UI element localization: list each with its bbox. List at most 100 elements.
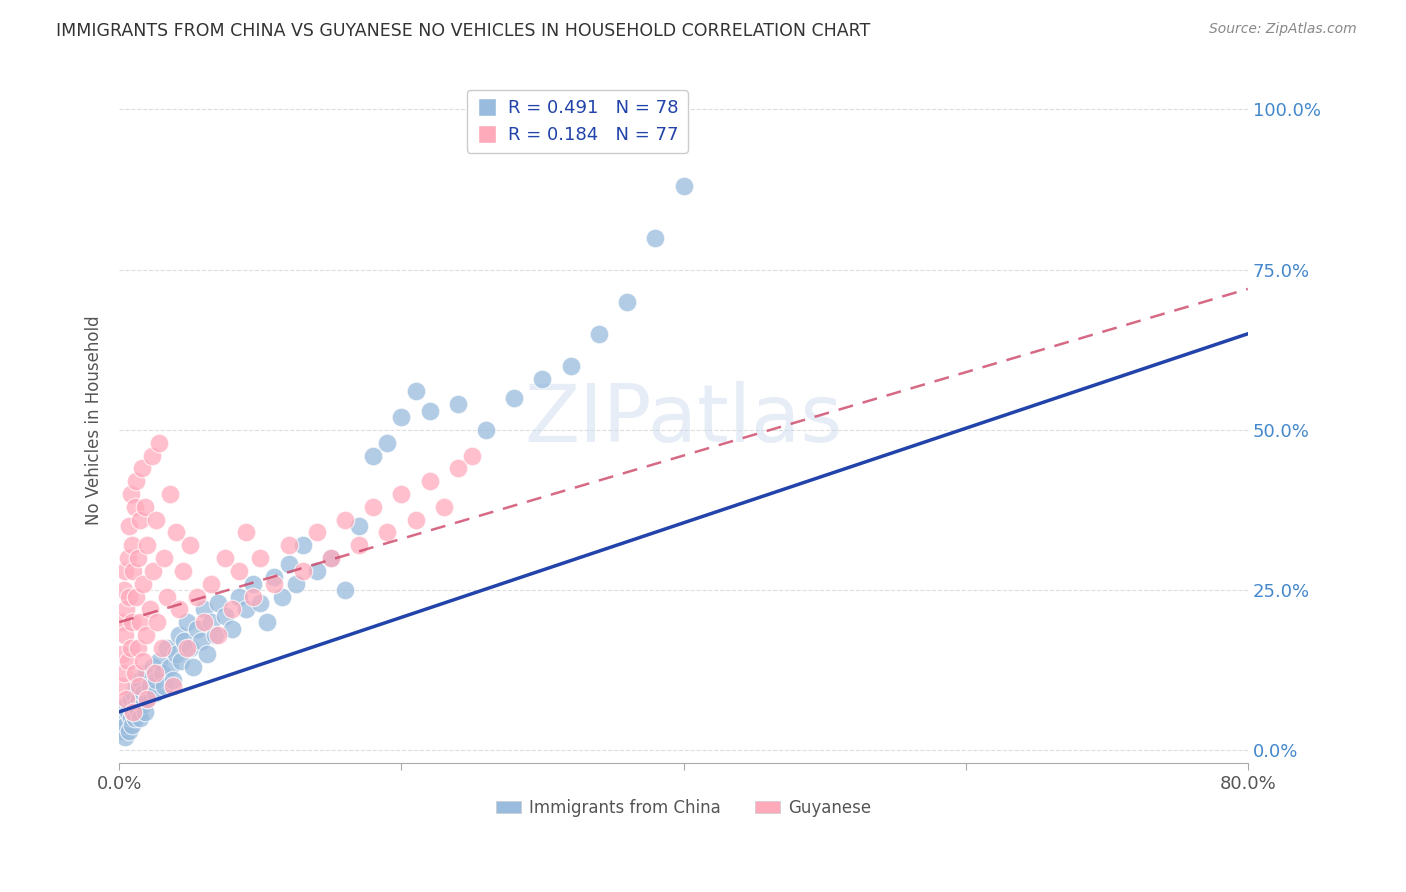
Point [120,487,142,501]
Point [256,615,278,629]
Text: Source: ZipAtlas.com: Source: ZipAtlas.com [1209,22,1357,37]
Legend: Immigrants from China, Guyanese: Immigrants from China, Guyanese [489,792,877,823]
Point [145,673,167,687]
Point [186,590,208,604]
Point [111,647,134,661]
Point [242,590,264,604]
Point [136,692,159,706]
Point [134,705,156,719]
Point [214,551,236,566]
Point [111,615,134,629]
Point [129,615,152,629]
Point [114,628,136,642]
Point [143,685,166,699]
Point [193,615,215,629]
Point [134,500,156,514]
Point [125,698,148,713]
Point [131,461,153,475]
Point [235,525,257,540]
Point [142,564,165,578]
Point [207,628,229,642]
Point [145,513,167,527]
Point [419,403,441,417]
Point [176,615,198,629]
Point [588,326,610,341]
Point [405,384,427,399]
Point [616,294,638,309]
Point [153,679,176,693]
Point [121,615,143,629]
Point [433,500,456,514]
Point [195,647,218,661]
Point [221,602,243,616]
Point [333,583,356,598]
Point [291,564,314,578]
Point [110,679,132,693]
Point [179,538,201,552]
Point [235,602,257,616]
Point [319,551,342,566]
Point [375,525,398,540]
Point [531,371,554,385]
Point [347,538,370,552]
Point [447,461,470,475]
Point [170,654,193,668]
Point [405,513,427,527]
Point [115,717,138,731]
Point [128,679,150,693]
Point [115,692,138,706]
Point [136,538,159,552]
Point [162,673,184,687]
Point [125,679,148,693]
Point [120,692,142,706]
Point [391,410,413,425]
Point [375,435,398,450]
Point [228,590,250,604]
Point [146,615,169,629]
Point [129,673,152,687]
Point [129,711,152,725]
Point [165,647,187,661]
Point [112,711,135,725]
Point [200,615,222,629]
Point [277,538,299,552]
Point [114,731,136,745]
Point [125,590,148,604]
Point [111,724,134,739]
Point [132,685,155,699]
Point [132,654,155,668]
Point [127,640,149,655]
Point [128,692,150,706]
Text: ZIPatlas: ZIPatlas [524,381,842,459]
Point [560,359,582,373]
Point [150,666,173,681]
Point [165,525,187,540]
Point [121,538,143,552]
Point [115,698,138,713]
Point [179,640,201,655]
Point [122,685,145,699]
Point [139,679,162,693]
Point [127,705,149,719]
Point [127,551,149,566]
Point [162,679,184,693]
Point [124,666,146,681]
Point [159,660,181,674]
Point [120,640,142,655]
Point [475,423,498,437]
Point [135,628,157,642]
Point [391,487,413,501]
Point [132,576,155,591]
Point [263,576,285,591]
Point [644,230,666,244]
Text: IMMIGRANTS FROM CHINA VS GUYANESE NO VEHICLES IN HOUSEHOLD CORRELATION CHART: IMMIGRANTS FROM CHINA VS GUYANESE NO VEH… [56,22,870,40]
Point [249,551,271,566]
Point [148,435,170,450]
Point [122,564,145,578]
Point [167,602,190,616]
Point [176,640,198,655]
Point [419,474,441,488]
Point [141,449,163,463]
Point [172,564,194,578]
Point [228,564,250,578]
